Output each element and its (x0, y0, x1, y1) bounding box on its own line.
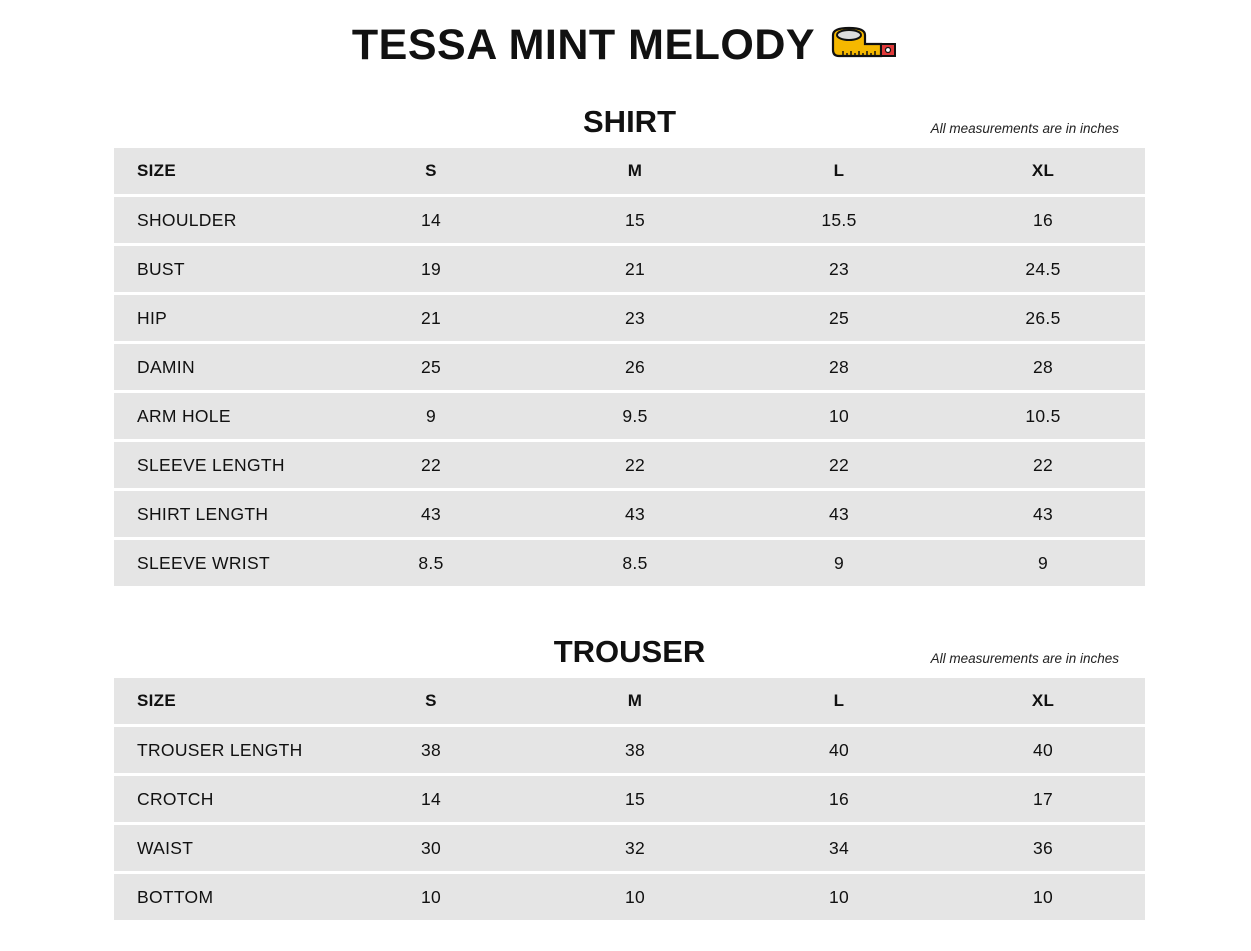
table-header-row: SIZE S M L XL (114, 678, 1145, 724)
table-row: TROUSER LENGTH 38 38 40 40 (114, 727, 1145, 773)
measurement-value: 36 (1032, 837, 1054, 858)
measurement-value: 32 (624, 837, 646, 858)
table-header-row: SIZE S M L XL (114, 148, 1145, 194)
shirt-size-table: SHIRT All measurements are in inches SIZE… (114, 102, 1145, 589)
measurement-value: 9.5 (622, 405, 648, 426)
trouser-size-table: TROUSER All measurements are in inches SI… (114, 632, 1145, 923)
measurement-value: 30 (420, 837, 442, 858)
trouser-heading: TROUSER (553, 634, 706, 669)
shirt-heading: SHIRT (583, 104, 676, 139)
measurement-value: 23 (624, 307, 646, 328)
measurement-value: 10 (420, 886, 442, 907)
measurement-value: 8.5 (418, 552, 444, 573)
table-row: ARM HOLE 9 9.5 10 10.5 (114, 393, 1145, 439)
measurement-value: 15 (624, 209, 646, 230)
column-header: SIZE (137, 691, 176, 710)
page-title: TESSA MINT MELODY (0, 18, 1251, 72)
measurement-value: 10 (828, 405, 850, 426)
measurement-value: 9 (833, 552, 845, 573)
table-row: SLEEVE WRIST 8.5 8.5 9 9 (114, 540, 1145, 586)
measurement-value: 16 (1032, 209, 1054, 230)
measurement-value: 10 (828, 886, 850, 907)
measurement-label: BUST (137, 258, 185, 279)
measuring-tape-icon (831, 26, 897, 57)
shirt-section-header: SHIRT All measurements are in inches (114, 102, 1145, 148)
measurement-value: 14 (420, 788, 442, 809)
measurement-value: 22 (624, 454, 646, 475)
trouser-measurement-note: All measurements are in inches (930, 651, 1119, 666)
measurement-value: 26.5 (1025, 307, 1061, 328)
measurement-label: CROTCH (137, 788, 214, 809)
measurement-value: 28 (1032, 356, 1054, 377)
table-row: CROTCH 14 15 16 17 (114, 776, 1145, 822)
measurement-value: 8.5 (622, 552, 648, 573)
column-header: M (627, 161, 643, 180)
measurement-value: 25 (828, 307, 850, 328)
measurement-value: 9 (1037, 552, 1049, 573)
column-header: L (833, 161, 845, 180)
measurement-value: 23 (828, 258, 850, 279)
measurement-label: DAMIN (137, 356, 195, 377)
measurement-value: 38 (420, 739, 442, 760)
measurement-value: 10 (624, 886, 646, 907)
table-row: BOTTOM 10 10 10 10 (114, 874, 1145, 920)
table-row: SHOULDER 14 15 15.5 16 (114, 197, 1145, 243)
measurement-value: 43 (624, 503, 646, 524)
measurement-label: WAIST (137, 837, 194, 858)
measurement-value: 43 (1032, 503, 1054, 524)
measurement-label: TROUSER LENGTH (137, 739, 303, 760)
measurement-value: 15.5 (821, 209, 857, 230)
measurement-label: HIP (137, 307, 168, 328)
measurement-value: 22 (1032, 454, 1054, 475)
measurement-value: 43 (420, 503, 442, 524)
measurement-value: 25 (420, 356, 442, 377)
column-header: XL (1031, 161, 1055, 180)
column-header: XL (1031, 691, 1055, 710)
measurement-value: 24.5 (1025, 258, 1061, 279)
measurement-value: 26 (624, 356, 646, 377)
table-row: SLEEVE LENGTH 22 22 22 22 (114, 442, 1145, 488)
measurement-value: 10.5 (1025, 405, 1061, 426)
table-row: HIP 21 23 25 26.5 (114, 295, 1145, 341)
shirt-measurement-note: All measurements are in inches (930, 121, 1119, 136)
measurement-value: 21 (420, 307, 442, 328)
column-header: SIZE (137, 161, 176, 180)
measurement-value: 38 (624, 739, 646, 760)
measurement-value: 10 (1032, 886, 1054, 907)
measurement-value: 40 (1032, 739, 1054, 760)
column-header: L (833, 691, 845, 710)
table-row: SHIRT LENGTH 43 43 43 43 (114, 491, 1145, 537)
measurement-value: 17 (1032, 788, 1054, 809)
measurement-label: SHIRT LENGTH (137, 503, 269, 524)
measurement-value: 15 (624, 788, 646, 809)
measurement-value: 14 (420, 209, 442, 230)
measurement-value: 43 (828, 503, 850, 524)
measurement-label: BOTTOM (137, 886, 214, 907)
measurement-value: 22 (828, 454, 850, 475)
measurement-label: SLEEVE WRIST (137, 552, 270, 573)
measurement-label: SLEEVE LENGTH (137, 454, 285, 475)
measurement-value: 21 (624, 258, 646, 279)
measurement-value: 19 (420, 258, 442, 279)
table-row: BUST 19 21 23 24.5 (114, 246, 1145, 292)
measurement-value: 34 (828, 837, 850, 858)
column-header: M (627, 691, 643, 710)
measurement-label: ARM HOLE (137, 405, 231, 426)
table-row: DAMIN 25 26 28 28 (114, 344, 1145, 390)
measurement-value: 40 (828, 739, 850, 760)
column-header: S (425, 691, 437, 710)
measurement-value: 9 (425, 405, 437, 426)
page-title-text: TESSA MINT MELODY (351, 21, 816, 69)
measurement-value: 16 (828, 788, 850, 809)
trouser-section-header: TROUSER All measurements are in inches (114, 632, 1145, 678)
column-header: S (425, 161, 437, 180)
measurement-value: 28 (828, 356, 850, 377)
measurement-value: 22 (420, 454, 442, 475)
table-row: WAIST 30 32 34 36 (114, 825, 1145, 871)
measurement-label: SHOULDER (137, 209, 237, 230)
